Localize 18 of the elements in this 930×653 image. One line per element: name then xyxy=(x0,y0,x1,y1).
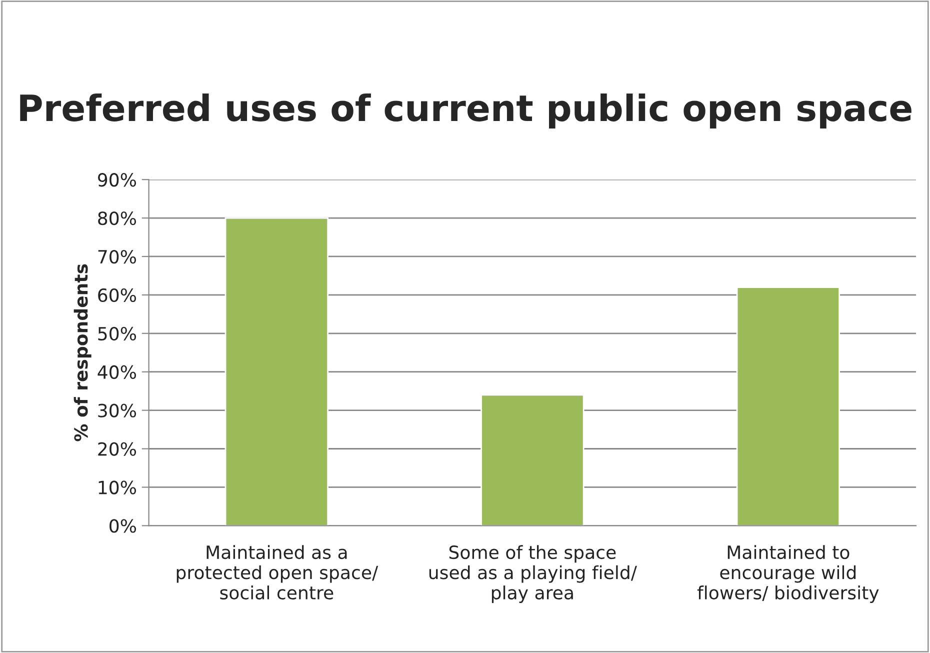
bar xyxy=(480,394,584,526)
x-tick-label: Maintained as a protected open space/ social centre xyxy=(176,545,378,600)
y-tick-label: 30% xyxy=(98,404,136,418)
bar xyxy=(736,286,840,526)
x-tick-label: Maintained to encourage wild flowers/ biodiversity xyxy=(697,545,879,604)
y-tick-label: 50% xyxy=(98,326,136,341)
y-tick-label: 0% xyxy=(110,519,136,533)
y-tick-label: 40% xyxy=(98,365,136,379)
chart-title: Preferred uses of current public open space xyxy=(20,94,912,128)
y-axis-title: % of respondents xyxy=(74,264,92,442)
bar xyxy=(224,217,329,526)
y-tick-label: 80% xyxy=(98,211,136,226)
x-tick-label: Some of the space used as a playing field/ play area xyxy=(429,545,637,604)
y-tick-label: 20% xyxy=(98,442,136,456)
y-tick-label: 70% xyxy=(98,250,136,264)
y-tick-label: 60% xyxy=(98,288,136,302)
y-tick-label: 10% xyxy=(98,480,136,494)
y-tick-label: 90% xyxy=(98,173,136,187)
